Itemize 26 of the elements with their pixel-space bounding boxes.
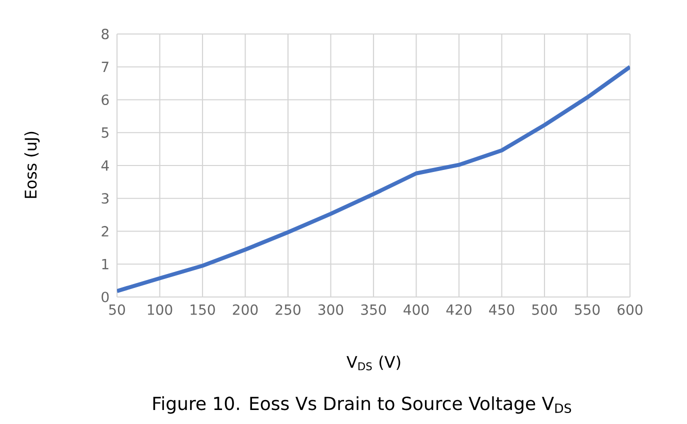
y-tick-label: 6 (102, 94, 109, 106)
x-axis-title: V$_{DS}$ (V) (346, 356, 400, 370)
y-tick-label: 3 (102, 193, 108, 204)
y-tick-label: 5 (102, 127, 108, 138)
x-tick-label: 150 (190, 304, 215, 315)
x-tick-label: 100 (148, 304, 172, 315)
y-axis-title: Eoss (uJ) (24, 132, 40, 198)
x-tick-label: 550 (574, 304, 600, 315)
x-tick-label: 450 (489, 304, 514, 315)
caption: Figure 10. Eoss Vs Drain to Source Voltage V$_{DS}$ (153, 396, 572, 414)
y-tick-label: 0 (102, 292, 109, 302)
y-tick-label: 1 (102, 259, 108, 270)
x-tick-label: 350 (361, 304, 386, 315)
x-tick-label: 600 (618, 304, 642, 315)
x-tick-label: 200 (232, 304, 258, 315)
y-tick-label: 4 (101, 160, 109, 171)
y-tick-label: 7 (102, 62, 108, 72)
y-tick-label: 2 (102, 226, 108, 236)
x-tick-label: 250 (276, 304, 300, 315)
x-tick-label: 50 (109, 304, 125, 315)
line-series (117, 64, 630, 294)
x-tick-label: 400 (404, 304, 429, 315)
y-tick-label: 8 (102, 28, 109, 40)
x-tick-label: 300 (318, 304, 344, 315)
x-tick-label: 420 (446, 304, 472, 315)
x-tick-label: 500 (532, 304, 557, 315)
